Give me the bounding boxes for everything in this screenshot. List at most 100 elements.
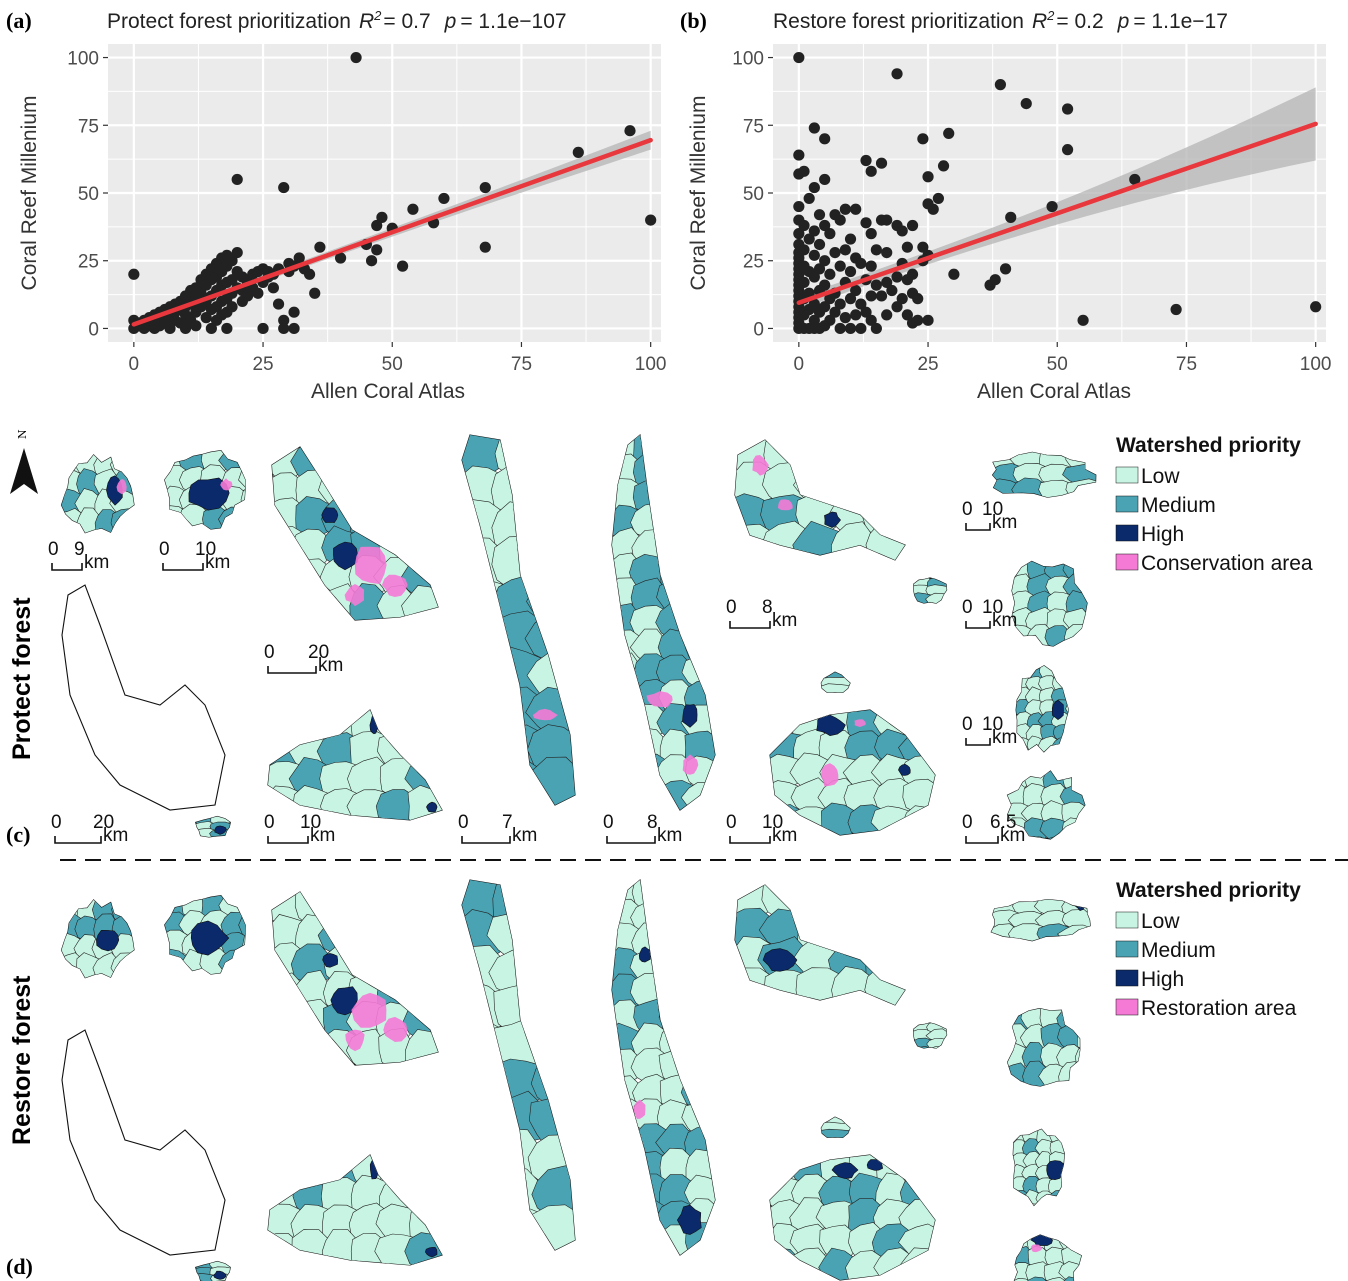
data-point — [267, 282, 279, 294]
conservation-patch — [1031, 1244, 1043, 1253]
watershed — [162, 1082, 202, 1119]
data-point — [479, 241, 491, 253]
data-point — [948, 268, 960, 280]
watershed — [865, 910, 905, 954]
watershed — [238, 464, 246, 497]
conservation-patch — [778, 499, 793, 511]
data-point — [793, 51, 805, 64]
watersheds — [61, 899, 134, 978]
watershed — [684, 604, 715, 642]
data-point — [999, 263, 1012, 275]
scale-bar-zero: 0 — [962, 714, 973, 735]
data-point — [865, 260, 877, 272]
watershed — [632, 1223, 671, 1255]
island-map — [267, 709, 443, 821]
data-point — [272, 298, 285, 310]
island-map — [1015, 665, 1070, 753]
watershed — [405, 525, 438, 569]
scale-bar-unit: km — [512, 825, 537, 846]
scale-bar-distance: 20 — [308, 642, 329, 663]
data-point — [808, 181, 820, 194]
island-map — [271, 446, 439, 621]
conservation-patch — [116, 478, 127, 495]
legend-title: Watershed priority — [1116, 434, 1301, 457]
panel-d-label: (d) — [6, 1254, 33, 1279]
data-point — [195, 287, 207, 299]
legend-swatch — [1115, 969, 1139, 987]
island-map — [734, 884, 906, 1006]
y-tick-label: 0 — [88, 319, 99, 340]
watershed — [682, 1023, 715, 1063]
watershed — [1065, 665, 1069, 682]
data-point — [371, 244, 383, 256]
watershed — [401, 970, 438, 1013]
panel-a-title: Protect forest prioritization R2= 0.7 p = 1… — [107, 8, 567, 33]
watershed — [462, 1057, 511, 1111]
watershed — [408, 710, 442, 744]
watershed — [1035, 1190, 1054, 1206]
watersheds — [1013, 1235, 1082, 1281]
scale-bar-zero: 0 — [48, 539, 59, 560]
data-point — [334, 252, 347, 264]
watershed — [462, 610, 510, 667]
data-point — [179, 322, 192, 335]
data-point — [438, 192, 450, 205]
data-point — [834, 322, 846, 335]
watershed — [374, 892, 420, 928]
data-point — [808, 225, 820, 237]
scale-bar-distance: 10 — [762, 812, 783, 833]
data-point — [917, 241, 929, 253]
watershed — [377, 447, 418, 484]
watershed — [654, 880, 697, 909]
high-priority-watershed — [190, 920, 230, 956]
watershed — [685, 900, 715, 936]
watershed — [926, 1038, 947, 1049]
watershed — [292, 582, 333, 620]
watershed — [462, 1095, 507, 1145]
watershed — [238, 912, 246, 941]
x-tick-label: 75 — [511, 354, 532, 375]
high-priority-watershed — [762, 948, 798, 972]
watersheds — [462, 435, 575, 805]
data-point — [850, 203, 862, 215]
data-point — [824, 228, 836, 240]
scale-bar-distance: 6.5 — [990, 812, 1016, 833]
watershed — [292, 710, 331, 745]
conservation-patch — [646, 691, 673, 708]
data-point — [1020, 98, 1032, 110]
watersheds — [612, 880, 715, 1255]
watershed — [111, 581, 150, 621]
watershed — [58, 1191, 96, 1235]
scale-bar: 0 7km — [458, 812, 537, 846]
watershed — [137, 580, 178, 620]
watershed — [219, 746, 256, 790]
legend-swatch — [1115, 998, 1139, 1016]
watersheds — [164, 895, 246, 975]
watershed — [219, 578, 255, 622]
data-point — [891, 301, 903, 313]
watershed — [681, 435, 715, 464]
watersheds — [770, 710, 935, 835]
y-tick-label: 100 — [67, 49, 99, 70]
watershed — [162, 606, 204, 647]
conservation-patch — [220, 478, 233, 491]
data-point — [839, 244, 851, 256]
data-point — [293, 252, 305, 264]
watershed — [657, 480, 696, 516]
watershed — [462, 686, 512, 739]
watershed — [681, 880, 715, 909]
data-point — [278, 314, 290, 326]
legend-item-label: Conservation area — [1141, 552, 1313, 575]
watershed — [165, 579, 206, 616]
conservation-patch — [354, 546, 387, 585]
watershed — [490, 464, 549, 514]
watershed — [242, 928, 246, 961]
watershed — [1064, 723, 1069, 743]
high-priority-watershed — [824, 511, 841, 528]
data-point — [943, 127, 955, 139]
watershed — [462, 720, 507, 779]
data-point — [226, 301, 238, 313]
data-point — [906, 268, 919, 280]
data-point — [1310, 301, 1322, 313]
